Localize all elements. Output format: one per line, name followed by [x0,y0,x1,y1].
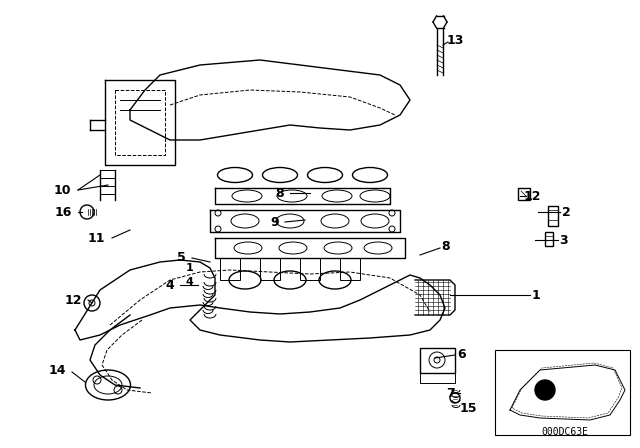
Text: 15: 15 [460,401,477,414]
Text: 5: 5 [177,250,186,263]
Text: 4: 4 [185,277,193,287]
Text: 16: 16 [54,206,72,219]
Text: 10: 10 [54,184,71,197]
Bar [545,232,553,246]
Text: 000DC63E: 000DC63E [541,427,589,437]
Bar [420,373,455,383]
Bar [340,258,360,280]
Text: 6: 6 [458,348,467,361]
Text: 1: 1 [185,263,193,273]
Text: 9: 9 [270,215,279,228]
Bar [220,258,240,280]
Text: 13: 13 [446,34,464,47]
Bar [420,348,455,373]
Text: 8: 8 [275,186,284,199]
Bar [260,258,280,280]
Text: 14: 14 [49,363,66,376]
Text: 12: 12 [65,293,82,306]
Bar [548,206,558,226]
Text: 8: 8 [442,240,451,253]
Circle shape [535,380,555,400]
Text: 3: 3 [560,233,568,246]
Text: 12: 12 [524,190,541,202]
Bar [518,188,530,200]
Text: 11: 11 [88,232,105,245]
Text: 4: 4 [165,279,174,292]
Text: 7: 7 [446,387,455,400]
Bar [495,350,630,435]
Text: 2: 2 [562,206,570,219]
Text: 1: 1 [532,289,540,302]
Bar [300,258,320,280]
